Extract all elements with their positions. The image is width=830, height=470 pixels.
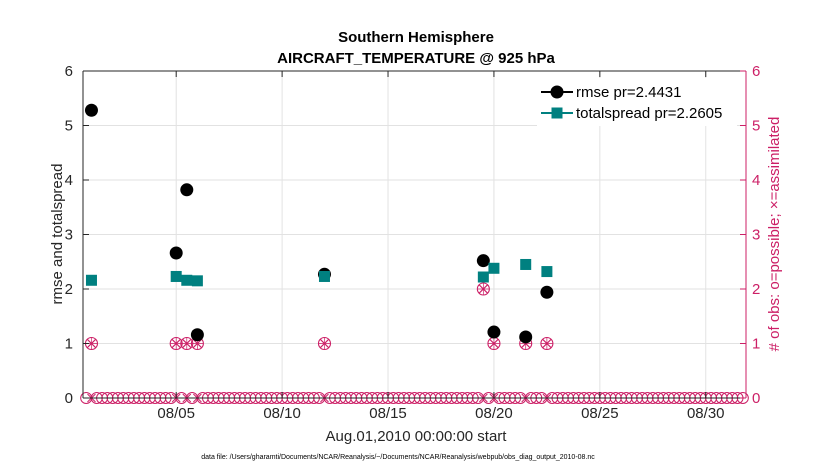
x-tick-label: 08/10 [263,405,301,422]
chart-subtitle: AIRCRAFT_TEMPERATURE @ 925 hPa [277,50,555,67]
y-right-tick-label: 1 [752,336,760,353]
totalspread-point [191,275,203,287]
legend-spread-label: totalspread pr=2.2605 [576,105,722,122]
x-tick-label: 08/25 [581,405,619,422]
y-tick-label: 6 [65,63,73,80]
obs-marker-cross [477,283,490,295]
rmse-point [519,330,533,344]
legend: rmse pr=2.4431 totalspread pr=2.2605 [537,78,737,126]
y-tick-label: 1 [65,336,73,353]
data-file-footnote: data file: /Users/gharamti/Documents/NCA… [201,454,595,461]
y-tick-label: 4 [65,172,73,189]
rmse-point [169,246,183,260]
totalspread-point [520,258,532,270]
totalspread-point [541,266,553,278]
x-axis-label: Aug.01,2010 00:00:00 start [326,428,508,445]
totalspread-series [85,258,553,287]
x-tick-label: 08/05 [157,405,195,422]
totalspread-point [170,270,182,282]
y-right-tick-label: 3 [752,227,760,244]
y-axis-label: rmse and totalspread [49,164,66,305]
x-tick-label: 08/30 [687,405,725,422]
totalspread-point [477,271,489,283]
rmse-point [540,285,554,299]
obs-marker-cross [540,337,553,350]
chart-title: Southern Hemisphere [338,29,494,46]
legend-spread-marker [551,107,563,119]
rmse-point [190,328,204,342]
y-right-tick-label: 0 [752,390,760,407]
y-tick-label: 5 [65,118,73,135]
y-right-tick-label: 2 [752,281,760,298]
obs-series [84,282,554,403]
obs-marker-cross [170,337,183,350]
y-axis-label-right: # of obs: o=possible; ×=assimilated [766,117,783,352]
legend-box [537,78,737,126]
totalspread-point [488,262,500,274]
totalspread-point [318,270,330,282]
x-tick-label: 08/20 [475,405,513,422]
obs-marker-cross [180,337,193,350]
rmse-point [476,254,490,268]
legend-rmse-label: rmse pr=2.4431 [576,84,681,101]
rmse-point [84,103,98,117]
y-right-tick-label: 5 [752,118,760,135]
y-tick-label: 2 [65,281,73,298]
totalspread-point [181,274,193,286]
obs-marker-cross [487,337,500,350]
totalspread-point [85,274,97,286]
ticks: 08/05 08/10 08/15 08/20 08/25 08/30 0 1 2 3 4 5 6 0 1 2… [65,63,761,422]
y-tick-label: 0 [65,390,73,407]
rmse-point [180,183,194,197]
legend-rmse-marker [550,85,564,99]
x-tick-label: 08/15 [369,405,407,422]
y-tick-label: 3 [65,227,73,244]
y-right-tick-label: 4 [752,172,760,189]
obs-marker-cross [318,337,331,350]
rmse-point [487,325,501,339]
rmse-series [84,103,554,344]
y-right-tick-label: 6 [752,63,760,80]
